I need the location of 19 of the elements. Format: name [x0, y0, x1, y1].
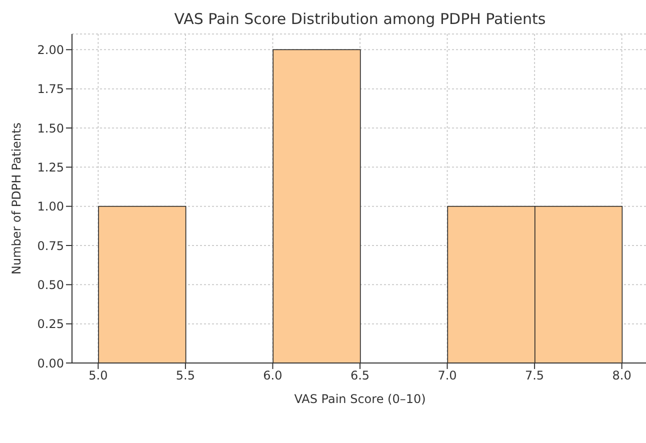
x-tick-label: 5.0 — [88, 368, 108, 383]
x-tick-label: 5.5 — [176, 368, 195, 383]
y-tick-label: 1.50 — [37, 121, 64, 136]
y-tick-label: 0.50 — [37, 278, 64, 292]
y-tick-label: 1.00 — [37, 200, 64, 214]
y-tick-label: 1.25 — [37, 160, 64, 174]
y-tick-label: 0.25 — [37, 317, 64, 332]
x-tick-label: 6.0 — [263, 368, 282, 383]
y-tick-label: 2.00 — [37, 42, 64, 57]
x-tick-label: 7.5 — [525, 368, 544, 383]
y-tick-label: 0.75 — [37, 238, 64, 253]
x-tick-label: 7.0 — [438, 368, 457, 383]
y-tick-label: 1.75 — [37, 82, 64, 96]
chart-title: VAS Pain Score Distribution among PDPH Patients — [173, 10, 547, 28]
y-tick-label: 0.00 — [37, 356, 64, 370]
x-tick-label: 6.5 — [350, 368, 370, 383]
y-axis-title: Number of PDPH Patients — [9, 122, 24, 274]
x-tick-label: 8.0 — [612, 368, 632, 383]
x-axis-title: VAS Pain Score (0–10) — [294, 392, 426, 406]
